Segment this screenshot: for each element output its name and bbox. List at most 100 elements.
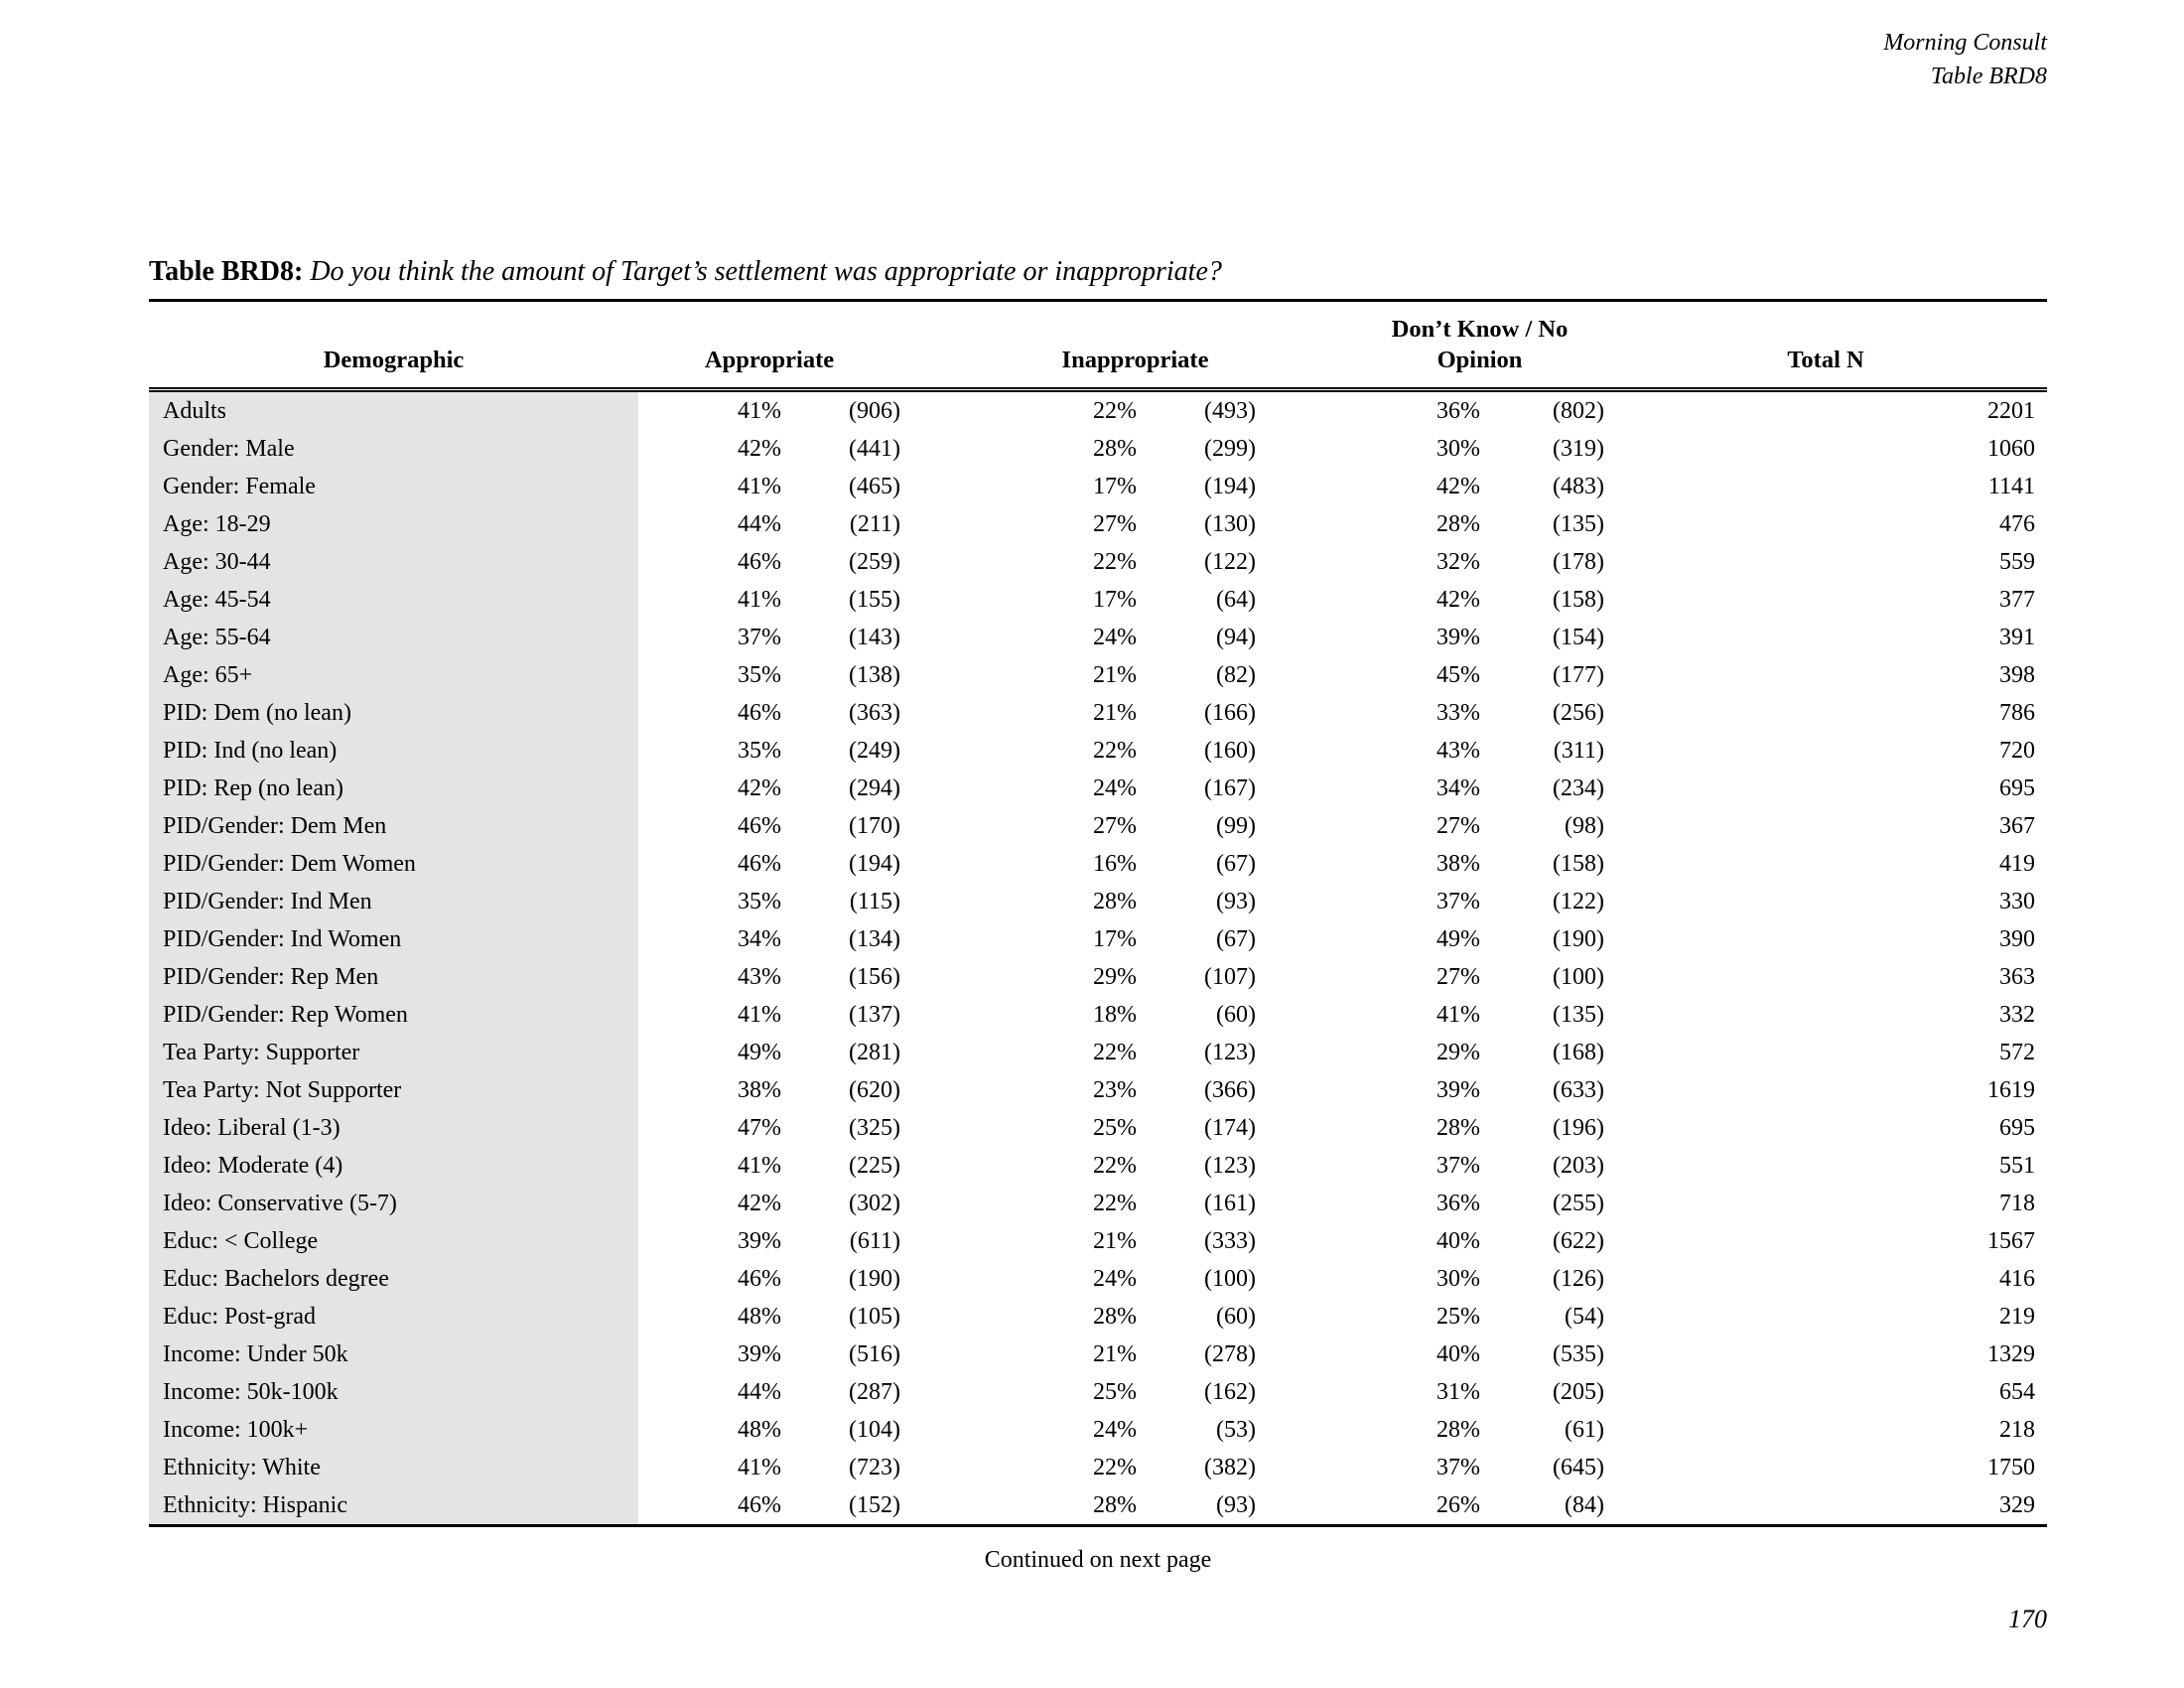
- cell-demographic: PID/Gender: Rep Men: [149, 958, 638, 996]
- table-row: Ethnicity: Hispanic 46% (152) 28% (93) 2…: [149, 1486, 2047, 1526]
- cell-appropriate-n: (170): [849, 813, 900, 839]
- table-title: Table BRD8: Do you think the amount of T…: [149, 256, 1222, 288]
- cell-inappropriate-pct: 24%: [1093, 1266, 1137, 1292]
- cell-total-n: 1567: [1987, 1228, 2036, 1254]
- cell-inappropriate-n: (174): [1204, 1115, 1256, 1141]
- cell-total-n: 559: [1999, 549, 2036, 575]
- cell-inappropriate-pct: 17%: [1093, 474, 1137, 499]
- table-header: Demographic Appropriate Inappropriate Do…: [149, 300, 2048, 392]
- table-row: PID/Gender: Rep Men 43% (156) 29% (107) …: [149, 958, 2047, 996]
- cell-dont-know-n: (158): [1553, 851, 1605, 877]
- cell-inappropriate-n: (100): [1204, 1266, 1256, 1292]
- brand-name: Morning Consult: [1883, 30, 2047, 56]
- cell-appropriate-n: (302): [849, 1191, 900, 1216]
- cell-gap: [1256, 1298, 1355, 1336]
- cell-gap: [900, 996, 1015, 1034]
- cell-dont-know-pct: 42%: [1436, 587, 1480, 613]
- cell-gap: [900, 1298, 1015, 1336]
- cell-dont-know-n: (255): [1553, 1191, 1605, 1216]
- cell-appropriate-n: (105): [849, 1304, 900, 1330]
- cell-inappropriate-pct: 21%: [1093, 1341, 1137, 1367]
- cell-gap: [1256, 1486, 1355, 1526]
- cell-gap: [1256, 996, 1355, 1034]
- cell-dont-know-pct: 28%: [1436, 511, 1480, 537]
- cell-gap: [900, 430, 1015, 468]
- cell-demographic: Tea Party: Supporter: [149, 1034, 638, 1071]
- cell-demographic: Ideo: Conservative (5-7): [149, 1185, 638, 1222]
- cell-demographic: PID/Gender: Ind Women: [149, 920, 638, 958]
- cell-inappropriate-n: (161): [1204, 1191, 1256, 1216]
- cell-inappropriate-pct: 22%: [1093, 1153, 1137, 1179]
- cell-total-n: 476: [1999, 511, 2036, 537]
- cell-inappropriate-pct: 24%: [1093, 625, 1137, 650]
- cell-dont-know-n: (54): [1565, 1304, 1605, 1330]
- table-row: Ideo: Liberal (1-3) 47% (325) 25% (174) …: [149, 1109, 2047, 1147]
- cell-dont-know-pct: 33%: [1436, 700, 1480, 726]
- cell-gap: [1256, 656, 1355, 694]
- cell-appropriate-pct: 47%: [738, 1115, 781, 1141]
- cell-appropriate-n: (134): [849, 926, 900, 952]
- table-row: Gender: Male 42% (441) 28% (299) 30% (31…: [149, 430, 2047, 468]
- cell-gap: [1256, 1071, 1355, 1109]
- cell-gap: [900, 732, 1015, 770]
- cell-dont-know-n: (311): [1553, 738, 1605, 764]
- cell-dont-know-pct: 27%: [1436, 964, 1480, 990]
- cell-inappropriate-pct: 28%: [1093, 1492, 1137, 1518]
- cell-gap: [1256, 390, 1355, 431]
- cell-inappropriate-pct: 21%: [1093, 662, 1137, 688]
- cell-total-n: 572: [1999, 1040, 2036, 1065]
- cell-total-n: 654: [1999, 1379, 2036, 1405]
- cell-inappropriate-n: (93): [1216, 889, 1256, 914]
- table-row: Ideo: Moderate (4) 41% (225) 22% (123) 3…: [149, 1147, 2047, 1185]
- cell-dont-know-n: (126): [1553, 1266, 1605, 1292]
- cell-gap: [1256, 1260, 1355, 1298]
- cell-demographic: PID: Rep (no lean): [149, 770, 638, 807]
- table-row: Income: Under 50k 39% (516) 21% (278) 40…: [149, 1336, 2047, 1373]
- col-header-dont-know: Don’t Know / No Opinion: [1355, 300, 1605, 392]
- cell-dont-know-pct: 37%: [1436, 1455, 1480, 1480]
- cell-inappropriate-pct: 16%: [1093, 851, 1137, 877]
- cell-total-n: 2201: [1987, 398, 2036, 424]
- cell-total-n: 551: [1999, 1153, 2036, 1179]
- table-row: PID/Gender: Rep Women 41% (137) 18% (60)…: [149, 996, 2047, 1034]
- cell-inappropriate-n: (60): [1216, 1002, 1256, 1028]
- cell-gap: [900, 1373, 1015, 1411]
- cell-gap: [1256, 581, 1355, 619]
- cell-dont-know-pct: 29%: [1436, 1040, 1480, 1065]
- cell-gap: [900, 883, 1015, 920]
- cell-dont-know-pct: 27%: [1436, 813, 1480, 839]
- cell-appropriate-pct: 46%: [738, 1266, 781, 1292]
- cell-total-n: 218: [1999, 1417, 2036, 1443]
- cell-total-n: 1750: [1987, 1455, 2036, 1480]
- cell-appropriate-pct: 37%: [738, 625, 781, 650]
- cell-appropriate-pct: 44%: [738, 1379, 781, 1405]
- cell-total-n: 718: [1999, 1191, 2036, 1216]
- poll-results-table: Demographic Appropriate Inappropriate Do…: [149, 299, 2048, 1527]
- cell-inappropriate-pct: 27%: [1093, 813, 1137, 839]
- cell-appropriate-n: (211): [849, 511, 900, 537]
- cell-appropriate-n: (287): [849, 1379, 900, 1405]
- table-row: Age: 55-64 37% (143) 24% (94) 39% (154) …: [149, 619, 2047, 656]
- cell-appropriate-n: (152): [849, 1492, 900, 1518]
- cell-dont-know-pct: 28%: [1436, 1417, 1480, 1443]
- cell-appropriate-pct: 48%: [738, 1417, 781, 1443]
- cell-demographic: Age: 55-64: [149, 619, 638, 656]
- cell-inappropriate-pct: 23%: [1093, 1077, 1137, 1103]
- cell-inappropriate-pct: 22%: [1093, 1455, 1137, 1480]
- cell-dont-know-n: (203): [1553, 1153, 1605, 1179]
- table-row: PID: Dem (no lean) 46% (363) 21% (166) 3…: [149, 694, 2047, 732]
- cell-gap: [1256, 619, 1355, 656]
- cell-demographic: Educ: Bachelors degree: [149, 1260, 638, 1298]
- cell-demographic: Age: 30-44: [149, 543, 638, 581]
- cell-demographic: Gender: Male: [149, 430, 638, 468]
- cell-inappropriate-pct: 22%: [1093, 1040, 1137, 1065]
- cell-appropriate-pct: 35%: [738, 889, 781, 914]
- cell-demographic: Ethnicity: White: [149, 1449, 638, 1486]
- cell-appropriate-n: (143): [849, 625, 900, 650]
- cell-dont-know-n: (98): [1565, 813, 1605, 839]
- cell-inappropriate-n: (67): [1216, 926, 1256, 952]
- cell-dont-know-pct: 26%: [1436, 1492, 1480, 1518]
- table-row: Income: 100k+ 48% (104) 24% (53) 28% (61…: [149, 1411, 2047, 1449]
- cell-appropriate-n: (620): [849, 1077, 900, 1103]
- cell-total-n: 398: [1999, 662, 2036, 688]
